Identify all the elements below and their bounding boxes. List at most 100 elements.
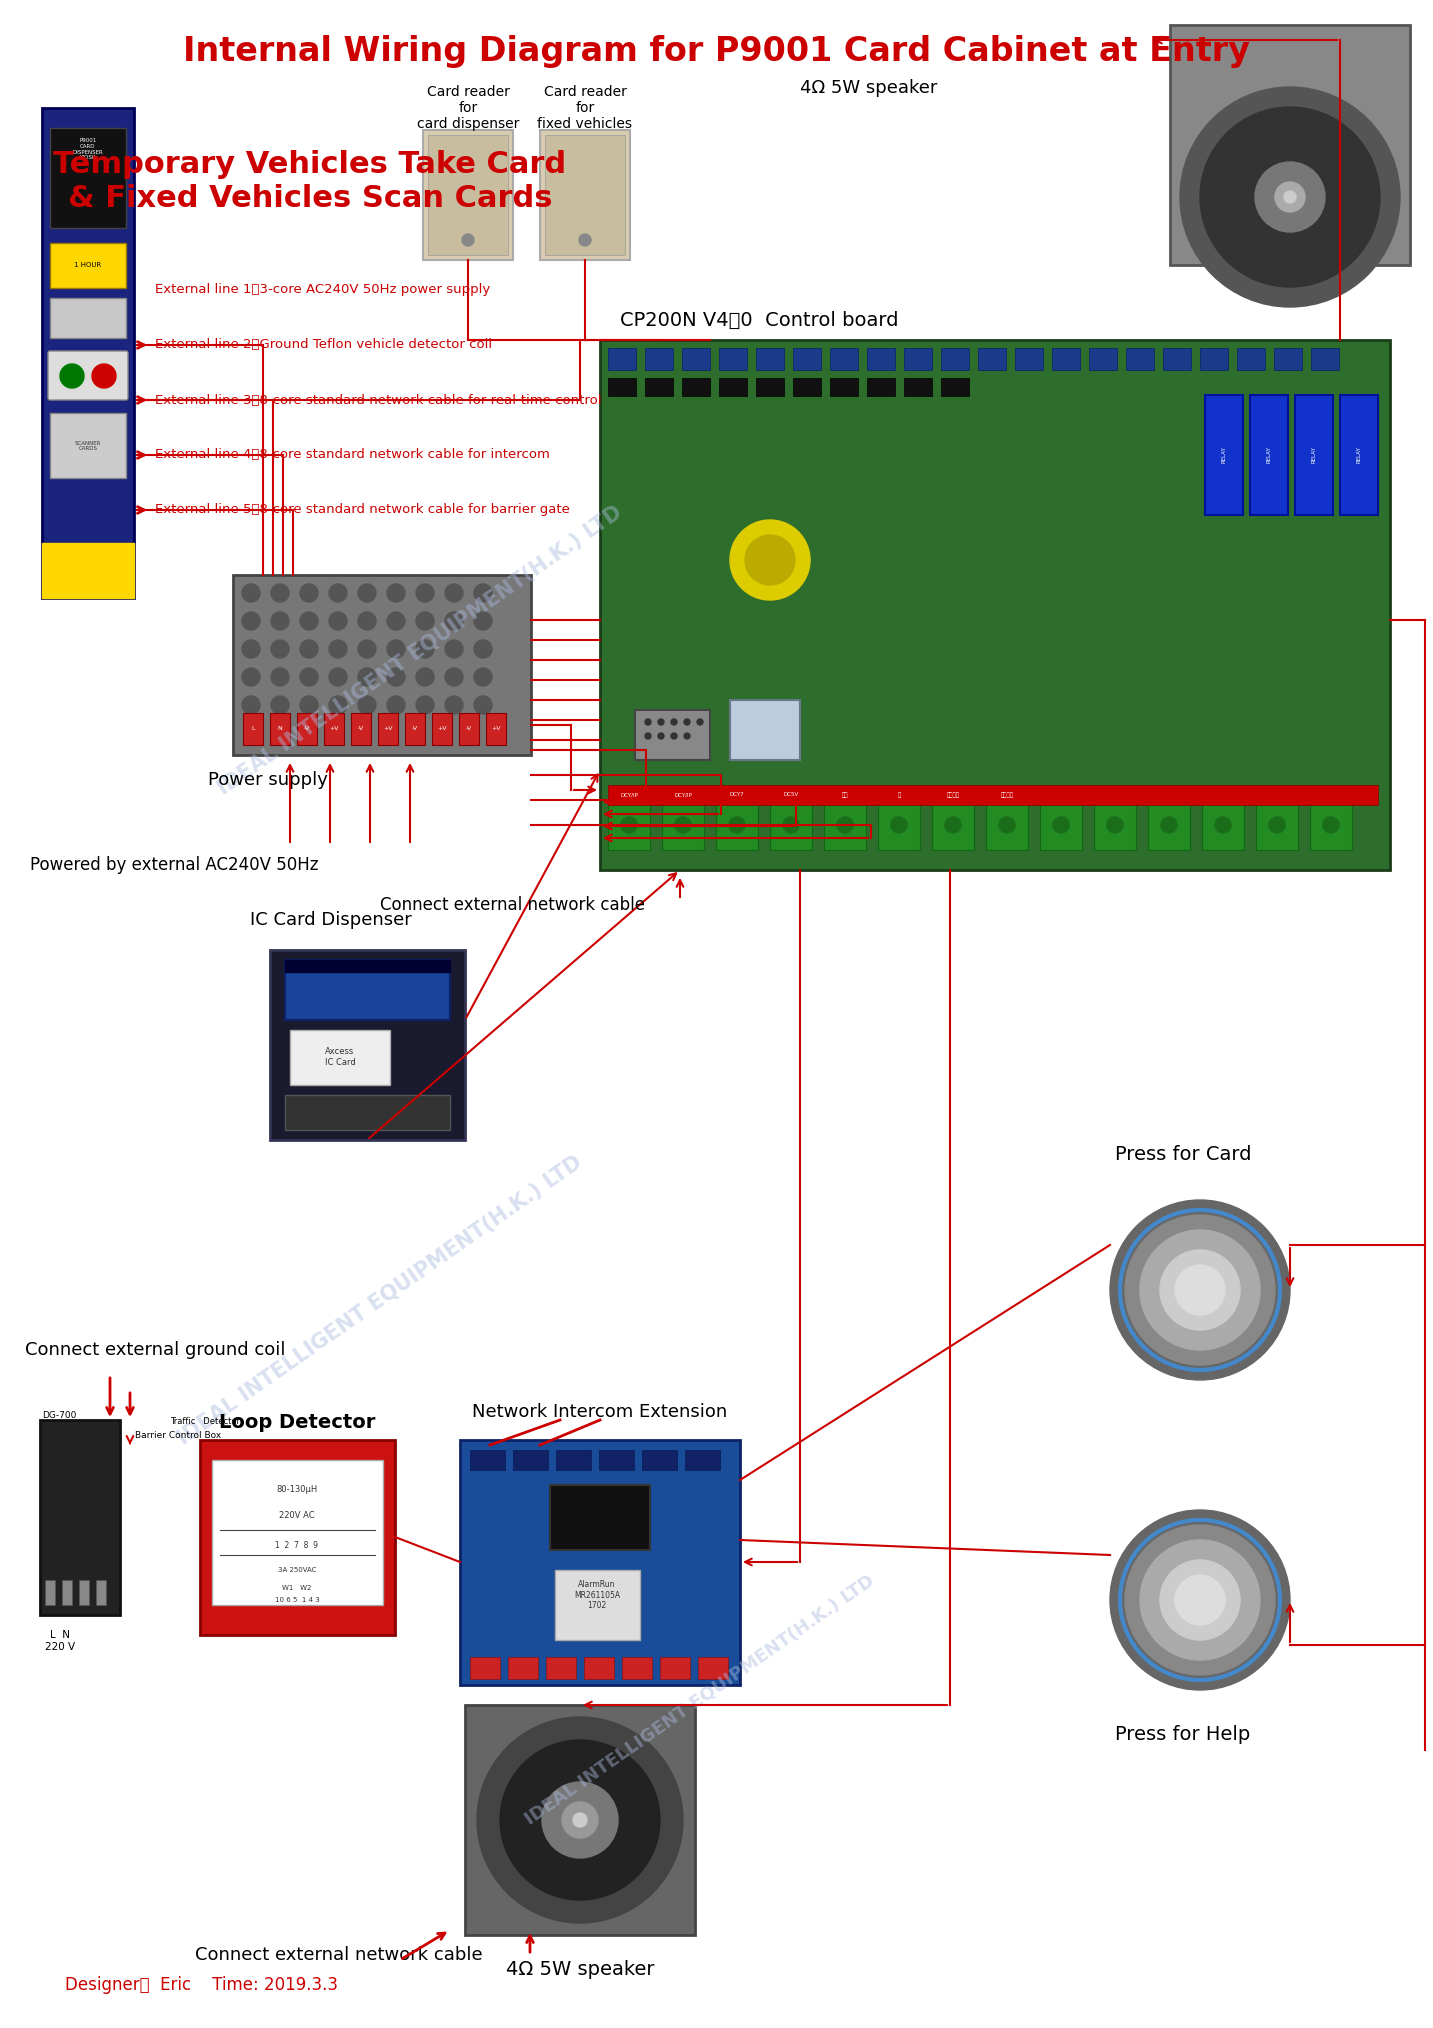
Circle shape <box>299 696 318 714</box>
Circle shape <box>330 584 347 602</box>
Bar <box>682 349 709 369</box>
Bar <box>600 341 1390 870</box>
Circle shape <box>729 519 810 600</box>
Bar <box>585 1657 613 1679</box>
Circle shape <box>416 641 434 657</box>
Bar <box>986 799 1027 850</box>
Bar <box>269 714 289 744</box>
Bar <box>757 377 784 395</box>
Bar <box>608 799 651 850</box>
Bar <box>716 799 758 850</box>
Text: 4Ω 5W speaker: 4Ω 5W speaker <box>800 79 937 97</box>
Circle shape <box>1215 817 1231 834</box>
Bar <box>642 1450 676 1470</box>
Circle shape <box>1111 1511 1290 1689</box>
Text: IDEAL INTELLIGENT EQUIPMENT(H.K.) LTD: IDEAL INTELLIGENT EQUIPMENT(H.K.) LTD <box>522 1572 878 1829</box>
Text: 4Ω 5W speaker: 4Ω 5W speaker <box>506 1959 655 1979</box>
Bar <box>608 349 636 369</box>
Circle shape <box>1175 1265 1225 1314</box>
Bar <box>460 1440 739 1685</box>
Circle shape <box>271 641 289 657</box>
Circle shape <box>500 1740 661 1900</box>
Bar <box>682 377 709 395</box>
Bar <box>351 714 371 744</box>
Bar <box>941 349 969 369</box>
Circle shape <box>358 667 375 685</box>
Circle shape <box>416 667 434 685</box>
Bar <box>428 136 509 256</box>
Circle shape <box>271 667 289 685</box>
Circle shape <box>446 612 463 631</box>
Circle shape <box>387 612 406 631</box>
Bar <box>622 1657 652 1679</box>
Text: 1  2  7  8  9: 1 2 7 8 9 <box>275 1541 318 1549</box>
Circle shape <box>999 817 1015 834</box>
Circle shape <box>387 667 406 685</box>
Bar <box>42 544 135 598</box>
Bar <box>685 1450 719 1470</box>
Bar <box>1169 24 1410 266</box>
Bar <box>50 243 126 288</box>
Circle shape <box>1284 191 1295 203</box>
Circle shape <box>696 720 704 724</box>
Circle shape <box>92 363 116 387</box>
FancyBboxPatch shape <box>47 351 128 400</box>
Bar <box>719 377 747 395</box>
Text: DC5V: DC5V <box>784 793 798 797</box>
Circle shape <box>474 612 492 631</box>
Circle shape <box>271 612 289 631</box>
Bar <box>201 1440 396 1635</box>
Bar <box>770 799 813 850</box>
Text: L: L <box>251 726 255 732</box>
Bar <box>50 128 126 227</box>
Bar <box>1040 799 1082 850</box>
Text: Barrier Control Box: Barrier Control Box <box>135 1430 221 1440</box>
Circle shape <box>358 696 375 714</box>
Circle shape <box>671 720 676 724</box>
Text: 220V AC: 220V AC <box>279 1511 315 1519</box>
Circle shape <box>1275 183 1305 213</box>
Text: 地: 地 <box>897 793 900 797</box>
Circle shape <box>299 584 318 602</box>
Text: Temporary Vehicles Take Card
& Fixed Vehicles Scan Cards: Temporary Vehicles Take Card & Fixed Veh… <box>53 150 566 213</box>
Text: P9001
CARD
DISPENSER
KIOSK: P9001 CARD DISPENSER KIOSK <box>73 138 103 160</box>
Bar <box>378 714 398 744</box>
Circle shape <box>330 641 347 657</box>
Bar <box>1340 395 1379 515</box>
Bar <box>599 1450 633 1470</box>
Circle shape <box>358 612 375 631</box>
Circle shape <box>446 696 463 714</box>
Text: Power supply: Power supply <box>208 771 328 789</box>
Circle shape <box>358 641 375 657</box>
Text: Press for Card: Press for Card <box>1115 1146 1251 1164</box>
Bar <box>931 799 974 850</box>
Text: RELAY: RELAY <box>1357 446 1361 464</box>
Bar <box>1202 799 1244 850</box>
Bar <box>324 714 344 744</box>
Bar <box>661 1657 691 1679</box>
Bar <box>878 799 920 850</box>
Text: 呼叫输入: 呼叫输入 <box>947 793 960 797</box>
Text: External line 2：Ground Teflon vehicle detector coil: External line 2：Ground Teflon vehicle de… <box>155 339 492 351</box>
Text: -V: -V <box>466 726 471 732</box>
Circle shape <box>330 612 347 631</box>
Bar <box>645 349 674 369</box>
Bar <box>977 349 1006 369</box>
Bar <box>297 714 317 744</box>
Bar <box>459 714 479 744</box>
Circle shape <box>330 696 347 714</box>
Bar <box>96 1580 106 1604</box>
Circle shape <box>299 667 318 685</box>
Circle shape <box>446 584 463 602</box>
Bar <box>289 1030 390 1085</box>
Circle shape <box>645 720 651 724</box>
Bar <box>1089 349 1116 369</box>
Text: -V: -V <box>411 726 418 732</box>
Text: Powered by external AC240V 50Hz: Powered by external AC240V 50Hz <box>30 856 318 874</box>
Circle shape <box>1199 107 1380 288</box>
Text: Connect external ground coil: Connect external ground coil <box>24 1341 285 1359</box>
Bar <box>729 700 800 760</box>
Bar <box>1126 349 1154 369</box>
Text: DCY7: DCY7 <box>729 793 744 797</box>
Bar <box>867 377 896 395</box>
